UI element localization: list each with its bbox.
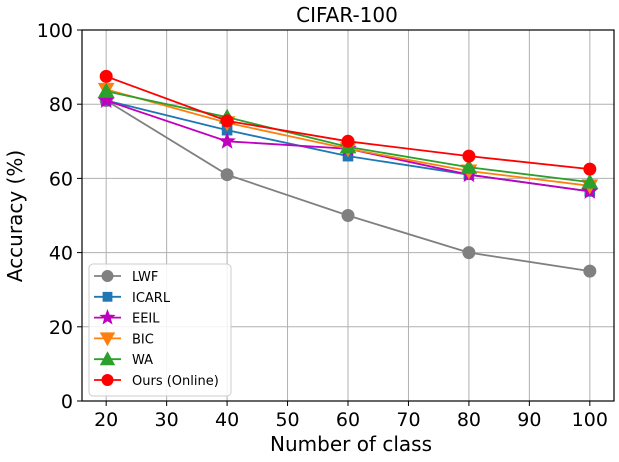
legend-label: BIC (132, 332, 154, 347)
legend-label: ICARL (132, 291, 171, 306)
data-point (99, 69, 113, 83)
x-tick-label: 70 (396, 409, 420, 431)
y-tick-label: 40 (49, 243, 73, 265)
legend-marker (101, 270, 114, 282)
legend-marker (99, 309, 116, 325)
chart-title: CIFAR-100 (296, 3, 398, 27)
legend-box (88, 263, 232, 397)
y-tick-label: 20 (49, 317, 73, 339)
data-point (581, 173, 599, 189)
legend-marker (99, 351, 116, 366)
legend-item: WA (94, 351, 153, 368)
y-axis-title: Accuracy (%) (3, 150, 27, 282)
legend-label: LWF (132, 270, 158, 285)
data-point (341, 134, 355, 148)
x-tick-label: 20 (94, 409, 118, 431)
data-point (220, 114, 234, 128)
data-point (97, 91, 115, 108)
x-tick-label: 80 (457, 409, 481, 431)
legend-item: EEIL (94, 309, 160, 327)
y-tick-label: 80 (49, 94, 73, 116)
data-point (583, 264, 597, 278)
x-axis-title: Number of class (270, 432, 432, 456)
x-tick-label: 90 (517, 409, 541, 431)
axis-ticks: 20 30 40 50 60 70 80 90 100 0 20 40 60 80 100 (37, 20, 608, 431)
data-point (97, 82, 115, 98)
legend-marker (102, 291, 113, 302)
x-tick-label: 100 (572, 409, 608, 431)
legend-item: BIC (94, 332, 154, 347)
data-point (341, 209, 355, 222)
legend-marker (101, 374, 114, 386)
legend-label: EEIL (132, 312, 160, 327)
x-tick-label: 60 (336, 409, 360, 431)
legend-label: WA (132, 353, 153, 368)
legend: LWF ICARL EEIL BIC WA Ours (Online) (88, 263, 232, 397)
data-point (462, 149, 476, 163)
legend-item: ICARL (94, 291, 171, 306)
data-point (220, 168, 234, 182)
series-ours-online (99, 69, 597, 176)
legend-marker (99, 332, 116, 347)
data-point (218, 132, 236, 149)
y-tick-label: 100 (37, 20, 73, 42)
series-layer (97, 69, 599, 278)
data-point (462, 246, 476, 260)
legend-item: Ours (Online) (94, 374, 219, 389)
legend-item: LWF (94, 270, 158, 285)
y-tick-label: 60 (49, 168, 73, 190)
x-tick-label: 40 (215, 409, 239, 431)
y-tick-label: 0 (61, 391, 73, 413)
legend-label: Ours (Online) (132, 374, 219, 389)
data-point (460, 158, 478, 174)
data-point (583, 162, 597, 176)
x-tick-label: 30 (155, 409, 179, 431)
x-tick-label: 50 (275, 409, 299, 431)
